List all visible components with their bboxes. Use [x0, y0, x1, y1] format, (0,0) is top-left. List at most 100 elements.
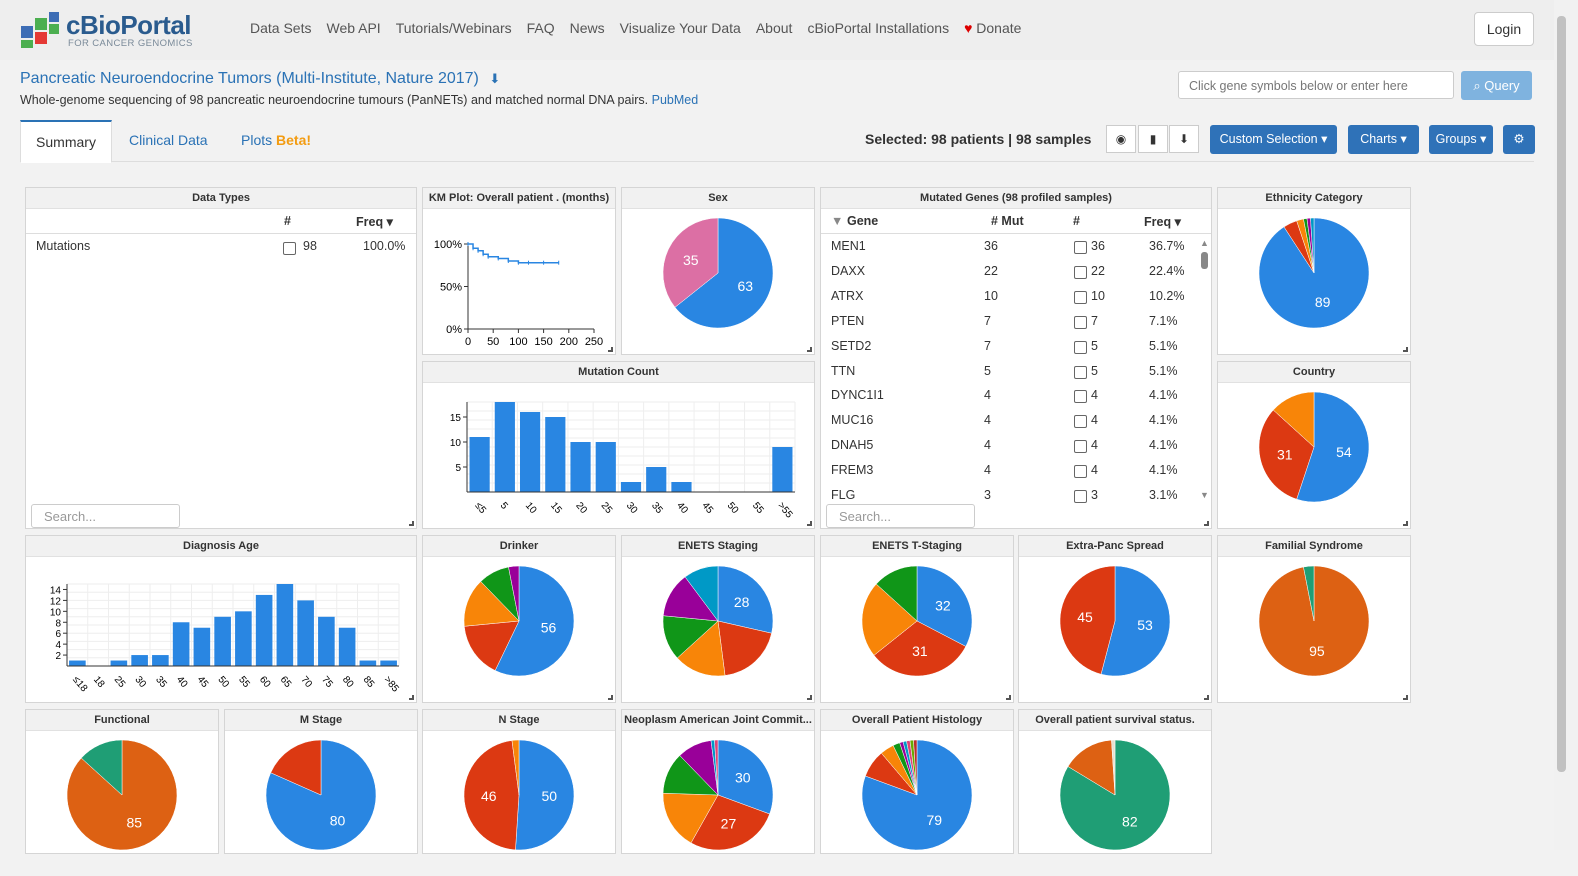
nav-faq[interactable]: FAQ [526, 20, 555, 36]
freq-col-header[interactable]: Freq ▾ [1144, 215, 1181, 229]
nav-web-api[interactable]: Web API [326, 20, 381, 36]
gene-checkbox[interactable] [1074, 390, 1087, 404]
nav-news[interactable]: News [569, 20, 605, 36]
resize-handle[interactable] [608, 347, 613, 352]
gene-row[interactable]: FREM3 4 4 4.1% [821, 458, 1196, 483]
sex-pie[interactable]: 63 35 [622, 208, 814, 354]
nav-donate[interactable]: ♥ Donate [964, 20, 1021, 36]
resize-handle[interactable] [807, 695, 812, 700]
enets-staging-pie[interactable]: 28 [622, 556, 814, 702]
tab-clinical-data[interactable]: Clinical Data [129, 132, 208, 148]
drinker-pie[interactable]: 56 [423, 556, 615, 702]
gene-row[interactable]: FLG 3 3 3.1% [821, 483, 1196, 508]
tab-summary[interactable]: Summary [20, 120, 112, 163]
nav-tutorials[interactable]: Tutorials/Webinars [395, 20, 512, 36]
n-stage-pie[interactable]: 50 46 [423, 730, 615, 876]
user-icon-button[interactable]: ◉ [1106, 125, 1136, 153]
neoplasm-pie[interactable]: 30 27 [622, 730, 814, 876]
data-types-row-checkbox[interactable] [283, 242, 296, 255]
gene-row[interactable]: DAXX 22 22 22.4% [821, 259, 1196, 284]
freq-value: 4.1% [1149, 438, 1178, 453]
tab-plots[interactable]: Plots Beta! [241, 120, 311, 160]
gene-checkbox[interactable] [1074, 440, 1087, 454]
gene-col-header[interactable]: Gene [847, 214, 879, 228]
scroll-up-icon[interactable]: ▲ [1200, 238, 1209, 248]
mut-col-header[interactable]: # Mut [991, 214, 1024, 228]
gene-query-input[interactable]: Click gene symbols below or enter here [1178, 71, 1454, 99]
mut-count: 7 [984, 338, 991, 353]
resize-handle[interactable] [1403, 695, 1408, 700]
gene-checkbox[interactable] [1074, 490, 1087, 503]
mutated-genes-search[interactable]: Search... [826, 504, 975, 528]
resize-handle[interactable] [1403, 521, 1408, 526]
query-button[interactable]: ⌕ Query [1461, 71, 1532, 100]
gene-checkbox[interactable] [1074, 241, 1087, 254]
familial-syndrome-pie[interactable]: 95 [1218, 556, 1410, 702]
bookmark-button[interactable]: ▮ [1138, 125, 1168, 153]
histology-pie[interactable]: 79 [821, 730, 1013, 876]
gene-row[interactable]: ATRX 10 10 10.2% [821, 284, 1196, 309]
nav-installations[interactable]: cBioPortal Installations [807, 20, 950, 36]
resize-handle[interactable] [1403, 347, 1408, 352]
scroll-down-icon[interactable]: ▼ [1200, 490, 1209, 500]
gene-row[interactable]: PTEN 7 7 7.1% [821, 309, 1196, 334]
search-icon: ⌕ [1473, 78, 1481, 93]
country-pie[interactable]: 54 31 [1218, 382, 1410, 528]
pubmed-link[interactable]: PubMed [651, 93, 699, 107]
data-types-freq-header[interactable]: Freq ▾ [356, 215, 393, 229]
functional-pie[interactable]: 85 [26, 730, 218, 876]
y-tick-label: 14 [50, 585, 62, 596]
table-scrollbar[interactable] [1201, 252, 1208, 269]
login-button[interactable]: Login [1474, 12, 1534, 46]
resize-handle[interactable] [608, 695, 613, 700]
groups-button[interactable]: Groups ▾ [1429, 125, 1493, 154]
study-title[interactable]: Pancreatic Neuroendocrine Tumors (Multi-… [20, 70, 500, 88]
logo-subtitle: FOR CANCER GENOMICS [68, 38, 193, 49]
gene-checkbox[interactable] [1074, 265, 1087, 279]
y-tick-label: 6 [55, 629, 61, 640]
survival-status-pie[interactable]: 82 [1019, 730, 1211, 876]
settings-button[interactable]: ⚙ [1503, 125, 1535, 154]
resize-handle[interactable] [1204, 695, 1209, 700]
gene-row[interactable]: TTN 5 5 5.1% [821, 359, 1196, 384]
gene-checkbox[interactable] [1074, 465, 1087, 479]
resize-handle[interactable] [807, 521, 812, 526]
mutation-count-chart: Mutation Count ≤5 5 10 15 20 25 30 35 40 45 50 55 >5… [422, 361, 815, 529]
page-scrollbar-thumb[interactable] [1557, 16, 1566, 772]
gene-row[interactable]: DYNC1I1 4 4 4.1% [821, 383, 1196, 408]
gene-checkbox[interactable] [1074, 365, 1087, 379]
resize-handle[interactable] [409, 521, 414, 526]
resize-handle[interactable] [409, 695, 414, 700]
custom-selection-button[interactable]: Custom Selection ▾ [1210, 125, 1337, 154]
nav-visualize[interactable]: Visualize Your Data [619, 20, 741, 36]
nav-about[interactable]: About [755, 20, 793, 36]
gene-row[interactable]: SETD2 7 5 5.1% [821, 334, 1196, 359]
charts-button[interactable]: Charts ▾ [1348, 125, 1419, 154]
download-icon[interactable]: ⬇ [489, 71, 501, 86]
resize-handle[interactable] [1006, 695, 1011, 700]
charts-label: Charts [1360, 132, 1398, 146]
data-types-search[interactable]: Search... [31, 504, 180, 528]
gene-row[interactable]: MEN1 36 36 36.7% [821, 234, 1196, 259]
mutation-count-bars[interactable]: ≤5 5 10 15 20 25 30 35 40 45 50 55 >55 15 10 5 [423, 382, 814, 528]
enets-t-staging-pie[interactable]: 32 31 [821, 556, 1013, 702]
gene-name: PTEN [831, 313, 865, 328]
gene-row[interactable]: MUC16 4 4 4.1% [821, 408, 1196, 433]
ethnicity-pie[interactable]: 89 [1218, 208, 1410, 354]
gene-row[interactable]: DNAH5 4 4 4.1% [821, 433, 1196, 458]
cbioportal-logo[interactable]: cBioPortal FOR CANCER GENOMICS [19, 10, 194, 52]
download-button[interactable]: ⬇ [1169, 125, 1199, 153]
gene-checkbox[interactable] [1074, 290, 1087, 304]
resize-handle[interactable] [1204, 521, 1209, 526]
resize-handle[interactable] [807, 347, 812, 352]
gene-checkbox[interactable] [1074, 340, 1087, 354]
gene-checkbox[interactable] [1074, 315, 1087, 329]
gene-checkbox[interactable] [1074, 415, 1087, 429]
m-stage-pie[interactable]: 80 [225, 730, 417, 876]
diagnosis-age-bars[interactable]: ≤18 18 25 30 35 40 45 50 55 60 65 70 75 80 85 >85141210… [26, 556, 416, 702]
count-col-header[interactable]: # [1073, 214, 1080, 228]
freq-value: 5.1% [1149, 338, 1178, 353]
extra-panc-pie[interactable]: 53 45 [1019, 556, 1211, 702]
nav-data-sets[interactable]: Data Sets [250, 20, 312, 36]
filter-icon[interactable]: ▼ [831, 214, 844, 228]
